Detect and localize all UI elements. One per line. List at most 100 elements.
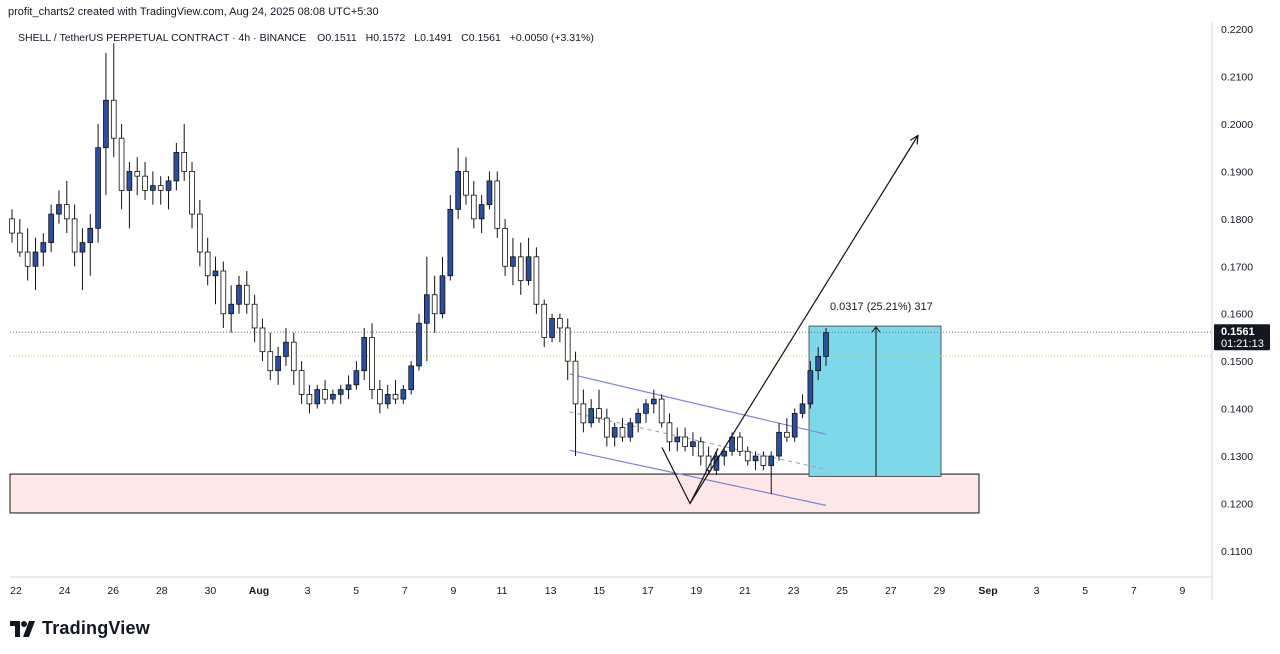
candle <box>134 157 141 196</box>
candle-body-up <box>275 356 281 372</box>
candle <box>596 389 602 423</box>
candle <box>525 237 532 286</box>
candle-body-up <box>713 455 720 471</box>
candle <box>142 161 148 200</box>
price-tick-label: 0.2100 <box>1221 72 1253 84</box>
candle-body-up <box>799 403 806 414</box>
candle-body-up <box>690 441 696 447</box>
channel-lower-line[interactable] <box>569 449 827 506</box>
candle-body-down <box>181 152 188 172</box>
candle-body-down <box>369 337 375 391</box>
candle-body-up <box>807 370 814 405</box>
last-price-badge: 0.1561 01:21:13 <box>1214 324 1270 351</box>
price-tick-label: 0.2000 <box>1221 119 1253 131</box>
candle-body-up <box>236 284 242 305</box>
time-tick-label: 9 <box>1179 585 1185 597</box>
target-zone[interactable] <box>808 325 942 477</box>
time-tick-label: 23 <box>788 585 800 597</box>
credit-bar: profit_charts2 created with TradingView.… <box>0 0 1280 22</box>
candle-body-down <box>197 213 203 253</box>
candle-body-up <box>314 389 321 405</box>
candle-body-up <box>486 180 493 206</box>
candle <box>510 237 516 286</box>
ohlc-high: H0.1572 <box>366 32 406 44</box>
candle-body-down <box>784 431 790 438</box>
candle-body-up <box>345 384 352 391</box>
candle-body-down <box>682 436 688 447</box>
projection-arrow-line[interactable] <box>689 135 919 504</box>
price-tick-labels: 0.2200 0.2100 0.2000 0.1900 0.1800 0.1700 0.16… <box>1221 24 1253 558</box>
candle <box>283 327 289 366</box>
candle <box>400 384 407 404</box>
candle <box>197 199 203 267</box>
svg-text:SHELL / TetherUS PERPETUAL CON: SHELL / TetherUS PERPETUAL CONTRACT · 4h… <box>18 32 594 44</box>
candle <box>150 171 156 205</box>
time-tick-labels: 22 24 26 28 30 Aug 3 5 7 9 11 13 15 17 19 21 23 25 27 29 Sep… <box>10 585 1185 597</box>
candle <box>737 432 743 457</box>
candle <box>267 332 274 381</box>
candle <box>408 361 414 395</box>
channel-mid-line <box>569 411 827 470</box>
tradingview-logo[interactable]: TradingView <box>10 618 150 639</box>
candle-body-down <box>541 303 548 338</box>
candle <box>650 389 657 414</box>
candle-body-up <box>627 422 634 438</box>
candle <box>259 318 266 362</box>
drawings-layer[interactable] <box>661 134 919 505</box>
candle-body-up <box>337 389 344 395</box>
candle-body-up <box>330 393 336 400</box>
candle <box>439 256 446 319</box>
candle-body-down <box>110 99 117 139</box>
price-tick-label: 0.1300 <box>1221 451 1253 463</box>
candle-body-down <box>557 318 563 329</box>
measurement-label: 0.0317 (25.21%) 317 <box>830 301 933 313</box>
candle <box>369 323 375 400</box>
candle <box>619 418 626 442</box>
candle <box>588 399 595 428</box>
candle <box>212 256 219 305</box>
candle-body-up <box>126 171 133 191</box>
candle-body-up <box>48 213 54 243</box>
candle <box>447 195 454 281</box>
candles-layer <box>9 43 829 494</box>
channel-upper-line[interactable] <box>569 373 827 435</box>
ohlc-low: L0.1491 <box>414 32 452 44</box>
candle-body-down <box>290 341 297 372</box>
candle <box>330 389 336 404</box>
candle <box>776 422 782 461</box>
candle-body-up <box>165 180 172 191</box>
time-tick-label: 27 <box>885 585 897 597</box>
support-zone[interactable] <box>9 473 980 514</box>
candle <box>353 361 360 390</box>
candle-body-up <box>478 204 485 220</box>
candle-body-up <box>228 303 234 315</box>
candle <box>666 413 673 452</box>
zones-layer <box>9 325 980 514</box>
ohlc-close: C0.1561 <box>461 32 501 44</box>
candle-body-down <box>142 175 148 191</box>
candle-body-up <box>525 256 532 281</box>
descending-channel[interactable] <box>569 373 827 506</box>
time-tick-label: 5 <box>353 585 359 597</box>
symbol-legend: SHELL / TetherUS PERPETUAL CONTRACT · 4h… <box>18 32 594 44</box>
candle-body-up <box>424 294 430 324</box>
candle-body-up <box>416 322 422 367</box>
price-tick-label: 0.2200 <box>1221 24 1253 36</box>
ohlc-open: O0.1511 <box>317 32 357 44</box>
candle <box>361 327 368 381</box>
price-tick-label: 0.1100 <box>1221 546 1252 558</box>
candle-body-up <box>643 403 649 414</box>
candle <box>165 176 172 210</box>
time-tick-label: 7 <box>402 585 408 597</box>
candle <box>9 209 15 243</box>
candle <box>541 299 548 347</box>
candle-body-down <box>251 303 258 329</box>
candle <box>87 214 94 276</box>
candle-body-down <box>517 256 524 281</box>
candle-body-up <box>439 275 446 315</box>
candle-body-up <box>353 370 360 386</box>
candle-body-up <box>173 152 180 182</box>
candle <box>157 176 164 205</box>
candle <box>643 399 649 423</box>
time-tick-label: 3 <box>305 585 311 597</box>
